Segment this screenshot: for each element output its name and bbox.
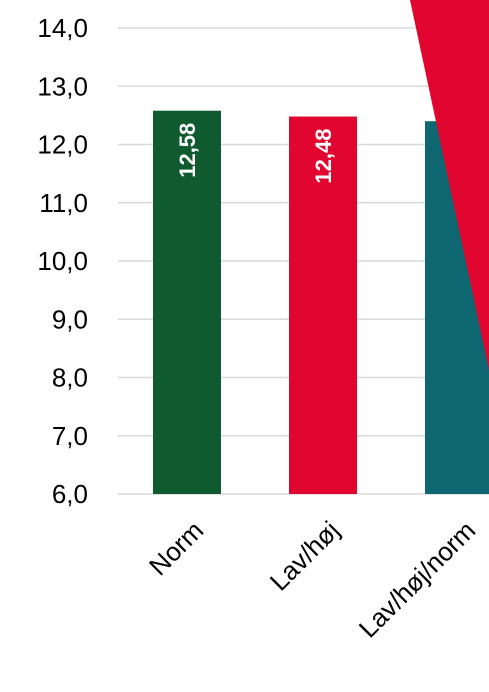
y-tick-label: 13,0 [37, 71, 88, 101]
x-category-label: Lav/høj [264, 515, 346, 597]
y-axis-ticks: 6,0 7,0 8,0 9,0 10,0 11,0 12,0 13,0 14,0 [37, 13, 88, 509]
bar-value-label: 12,58 [175, 123, 200, 178]
y-tick-label: 11,0 [39, 188, 88, 218]
red-banner-overlay [410, 0, 489, 370]
x-axis-categories: Norm Lav/høj Lav/høj/norm [143, 515, 481, 644]
y-tick-label: 14,0 [37, 13, 88, 43]
x-category-label: Lav/høj/norm [353, 515, 482, 644]
y-tick-label: 7,0 [52, 421, 88, 451]
y-tick-label: 9,0 [52, 304, 88, 334]
x-category-label: Norm [143, 515, 209, 581]
y-tick-label: 12,0 [37, 130, 88, 160]
y-tick-label: 8,0 [52, 363, 88, 393]
y-tick-label: 6,0 [52, 479, 88, 509]
bar-value-label: 12,48 [311, 129, 336, 184]
bar [289, 116, 357, 494]
y-tick-label: 10,0 [37, 246, 88, 276]
bars: 12,58 12,48 [153, 110, 489, 494]
bar [153, 110, 221, 494]
